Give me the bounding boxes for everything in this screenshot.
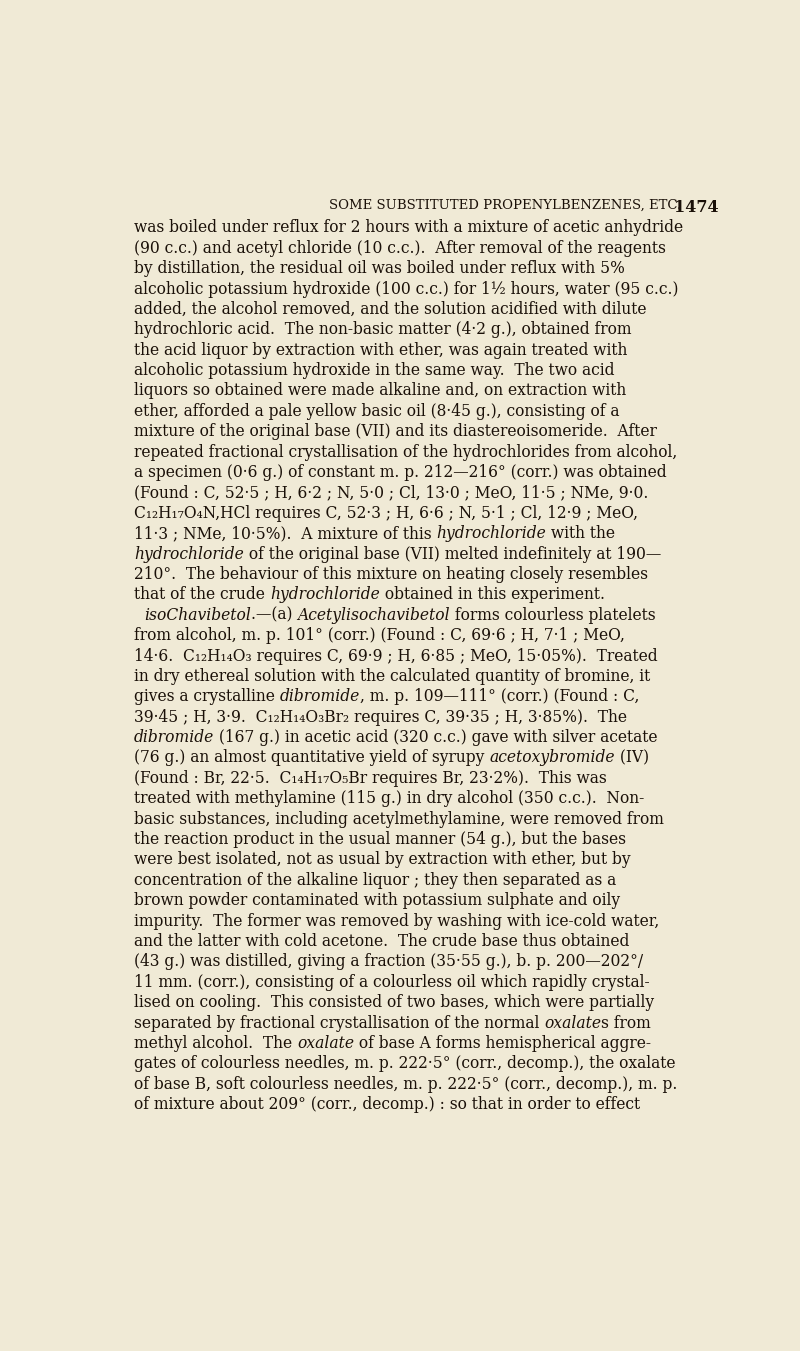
Text: Acetylisochavibetol: Acetylisochavibetol [297,607,450,624]
Text: and the latter with cold acetone.  The crude base thus obtained: and the latter with cold acetone. The cr… [134,934,630,950]
Text: of base A forms hemispherical aggre-: of base A forms hemispherical aggre- [354,1035,651,1052]
Text: SOME SUBSTITUTED PROPENYLBENZENES, ETC.: SOME SUBSTITUTED PROPENYLBENZENES, ETC. [330,199,682,212]
Text: (Found : C, 52·5 ; H, 6·2 ; N, 5·0 ; Cl, 13·0 ; MeO, 11·5 ; NMe, 9·0.: (Found : C, 52·5 ; H, 6·2 ; N, 5·0 ; Cl,… [134,485,649,501]
Text: the acid liquor by extraction with ether, was again treated with: the acid liquor by extraction with ether… [134,342,627,358]
Text: gates of colourless needles, m. p. 222·5° (corr., decomp.), the oxalate: gates of colourless needles, m. p. 222·5… [134,1055,675,1073]
Text: basic substances, including acetylmethylamine, were removed from: basic substances, including acetylmethyl… [134,811,664,828]
Text: hydrochloride: hydrochloride [134,546,244,562]
Text: .—(a): .—(a) [250,607,297,624]
Text: added, the alcohol removed, and the solution acidified with dilute: added, the alcohol removed, and the solu… [134,301,646,317]
Text: acetoxybromide: acetoxybromide [490,750,615,766]
Text: (167 g.) in acetic acid (320 c.c.) gave with silver acetate: (167 g.) in acetic acid (320 c.c.) gave … [214,730,658,746]
Text: oxalate: oxalate [297,1035,354,1052]
Text: (90 c.c.) and acetyl chloride (10 c.c.).  After removal of the reagents: (90 c.c.) and acetyl chloride (10 c.c.).… [134,239,666,257]
Text: was boiled under reflux for 2 hours with a mixture of acetic anhydride: was boiled under reflux for 2 hours with… [134,219,683,236]
Text: separated by fractional crystallisation of the normal: separated by fractional crystallisation … [134,1015,544,1032]
Text: 14·6.  C₁₂H₁₄O₃ requires C, 69·9 ; H, 6·85 ; MeO, 15·05%).  Treated: 14·6. C₁₂H₁₄O₃ requires C, 69·9 ; H, 6·8… [134,647,658,665]
Text: methyl alcohol.  The: methyl alcohol. The [134,1035,297,1052]
Text: alcoholic potassium hydroxide (100 c.c.) for 1½ hours, water (95 c.c.): alcoholic potassium hydroxide (100 c.c.)… [134,281,678,297]
Text: hydrochloride: hydrochloride [270,586,380,604]
Text: , m. p. 109—111° (corr.) (Found : C,: , m. p. 109—111° (corr.) (Found : C, [360,688,639,705]
Text: oxalate: oxalate [544,1015,602,1032]
Text: 11·3 ; NMe, 10·5%).  A mixture of this: 11·3 ; NMe, 10·5%). A mixture of this [134,526,437,542]
Text: obtained in this experiment.: obtained in this experiment. [380,586,605,604]
Text: in dry ethereal solution with the calculated quantity of bromine, it: in dry ethereal solution with the calcul… [134,667,650,685]
Text: repeated fractional crystallisation of the hydrochlorides from alcohol,: repeated fractional crystallisation of t… [134,443,678,461]
Text: forms colourless platelets: forms colourless platelets [450,607,655,624]
Text: (Found : Br, 22·5.  C₁₄H₁₇O₅Br requires Br, 23·2%).  This was: (Found : Br, 22·5. C₁₄H₁₇O₅Br requires B… [134,770,607,786]
Text: were best isolated, not as usual by extraction with ether, but by: were best isolated, not as usual by extr… [134,851,630,869]
Text: brown powder contaminated with potassium sulphate and oily: brown powder contaminated with potassium… [134,892,620,909]
Text: of mixture about 209° (corr., decomp.) : so that in order to effect: of mixture about 209° (corr., decomp.) :… [134,1096,640,1113]
Text: from alcohol, m. p. 101° (corr.) (Found : C, 69·6 ; H, 7·1 ; MeO,: from alcohol, m. p. 101° (corr.) (Found … [134,627,625,644]
Text: dibromide: dibromide [280,688,360,705]
Text: 11 mm. (corr.), consisting of a colourless oil which rapidly crystal-: 11 mm. (corr.), consisting of a colourle… [134,974,650,990]
Text: alcoholic potassium hydroxide in the same way.  The two acid: alcoholic potassium hydroxide in the sam… [134,362,614,380]
Text: hydrochloride: hydrochloride [437,526,546,542]
Text: 210°.  The behaviour of this mixture on heating closely resembles: 210°. The behaviour of this mixture on h… [134,566,648,582]
Text: that of the crude: that of the crude [134,586,270,604]
Text: mixture of the original base (VII) and its diastereoisomeride.  After: mixture of the original base (VII) and i… [134,423,657,440]
Text: concentration of the alkaline liquor ; they then separated as a: concentration of the alkaline liquor ; t… [134,871,616,889]
Text: dibromide: dibromide [134,730,214,746]
Text: isoChavibetol: isoChavibetol [144,607,250,624]
Text: of the original base (VII) melted indefinitely at 190—: of the original base (VII) melted indefi… [244,546,661,562]
Text: (IV): (IV) [615,750,649,766]
Text: ether, afforded a pale yellow basic oil (8·45 g.), consisting of a: ether, afforded a pale yellow basic oil … [134,403,620,420]
Text: liquors so obtained were made alkaline and, on extraction with: liquors so obtained were made alkaline a… [134,382,626,400]
Text: hydrochloric acid.  The non-basic matter (4·2 g.), obtained from: hydrochloric acid. The non-basic matter … [134,322,632,338]
Text: impurity.  The former was removed by washing with ice-cold water,: impurity. The former was removed by wash… [134,912,659,929]
Text: treated with methylamine (115 g.) in dry alcohol (350 c.c.).  Non-: treated with methylamine (115 g.) in dry… [134,790,644,808]
Text: the reaction product in the usual manner (54 g.), but the bases: the reaction product in the usual manner… [134,831,626,848]
Text: by distillation, the residual oil was boiled under reflux with 5%: by distillation, the residual oil was bo… [134,261,625,277]
Text: (43 g.) was distilled, giving a fraction (35·55 g.), b. p. 200—202°/: (43 g.) was distilled, giving a fraction… [134,954,643,970]
Text: lised on cooling.  This consisted of two bases, which were partially: lised on cooling. This consisted of two … [134,994,654,1011]
Text: C₁₂H₁₇O₄N,HCl requires C, 52·3 ; H, 6·6 ; N, 5·1 ; Cl, 12·9 ; MeO,: C₁₂H₁₇O₄N,HCl requires C, 52·3 ; H, 6·6 … [134,505,638,521]
Text: gives a crystalline: gives a crystalline [134,688,280,705]
Text: a specimen (0·6 g.) of constant m. p. 212—216° (corr.) was obtained: a specimen (0·6 g.) of constant m. p. 21… [134,463,666,481]
Text: of base B, soft colourless needles, m. p. 222·5° (corr., decomp.), m. p.: of base B, soft colourless needles, m. p… [134,1075,678,1093]
Text: 1474: 1474 [674,199,718,216]
Text: s from: s from [602,1015,651,1032]
Text: with the: with the [546,526,615,542]
Text: (76 g.) an almost quantitative yield of syrupy: (76 g.) an almost quantitative yield of … [134,750,490,766]
Text: 39·45 ; H, 3·9.  C₁₂H₁₄O₃Br₂ requires C, 39·35 ; H, 3·85%).  The: 39·45 ; H, 3·9. C₁₂H₁₄O₃Br₂ requires C, … [134,709,627,725]
